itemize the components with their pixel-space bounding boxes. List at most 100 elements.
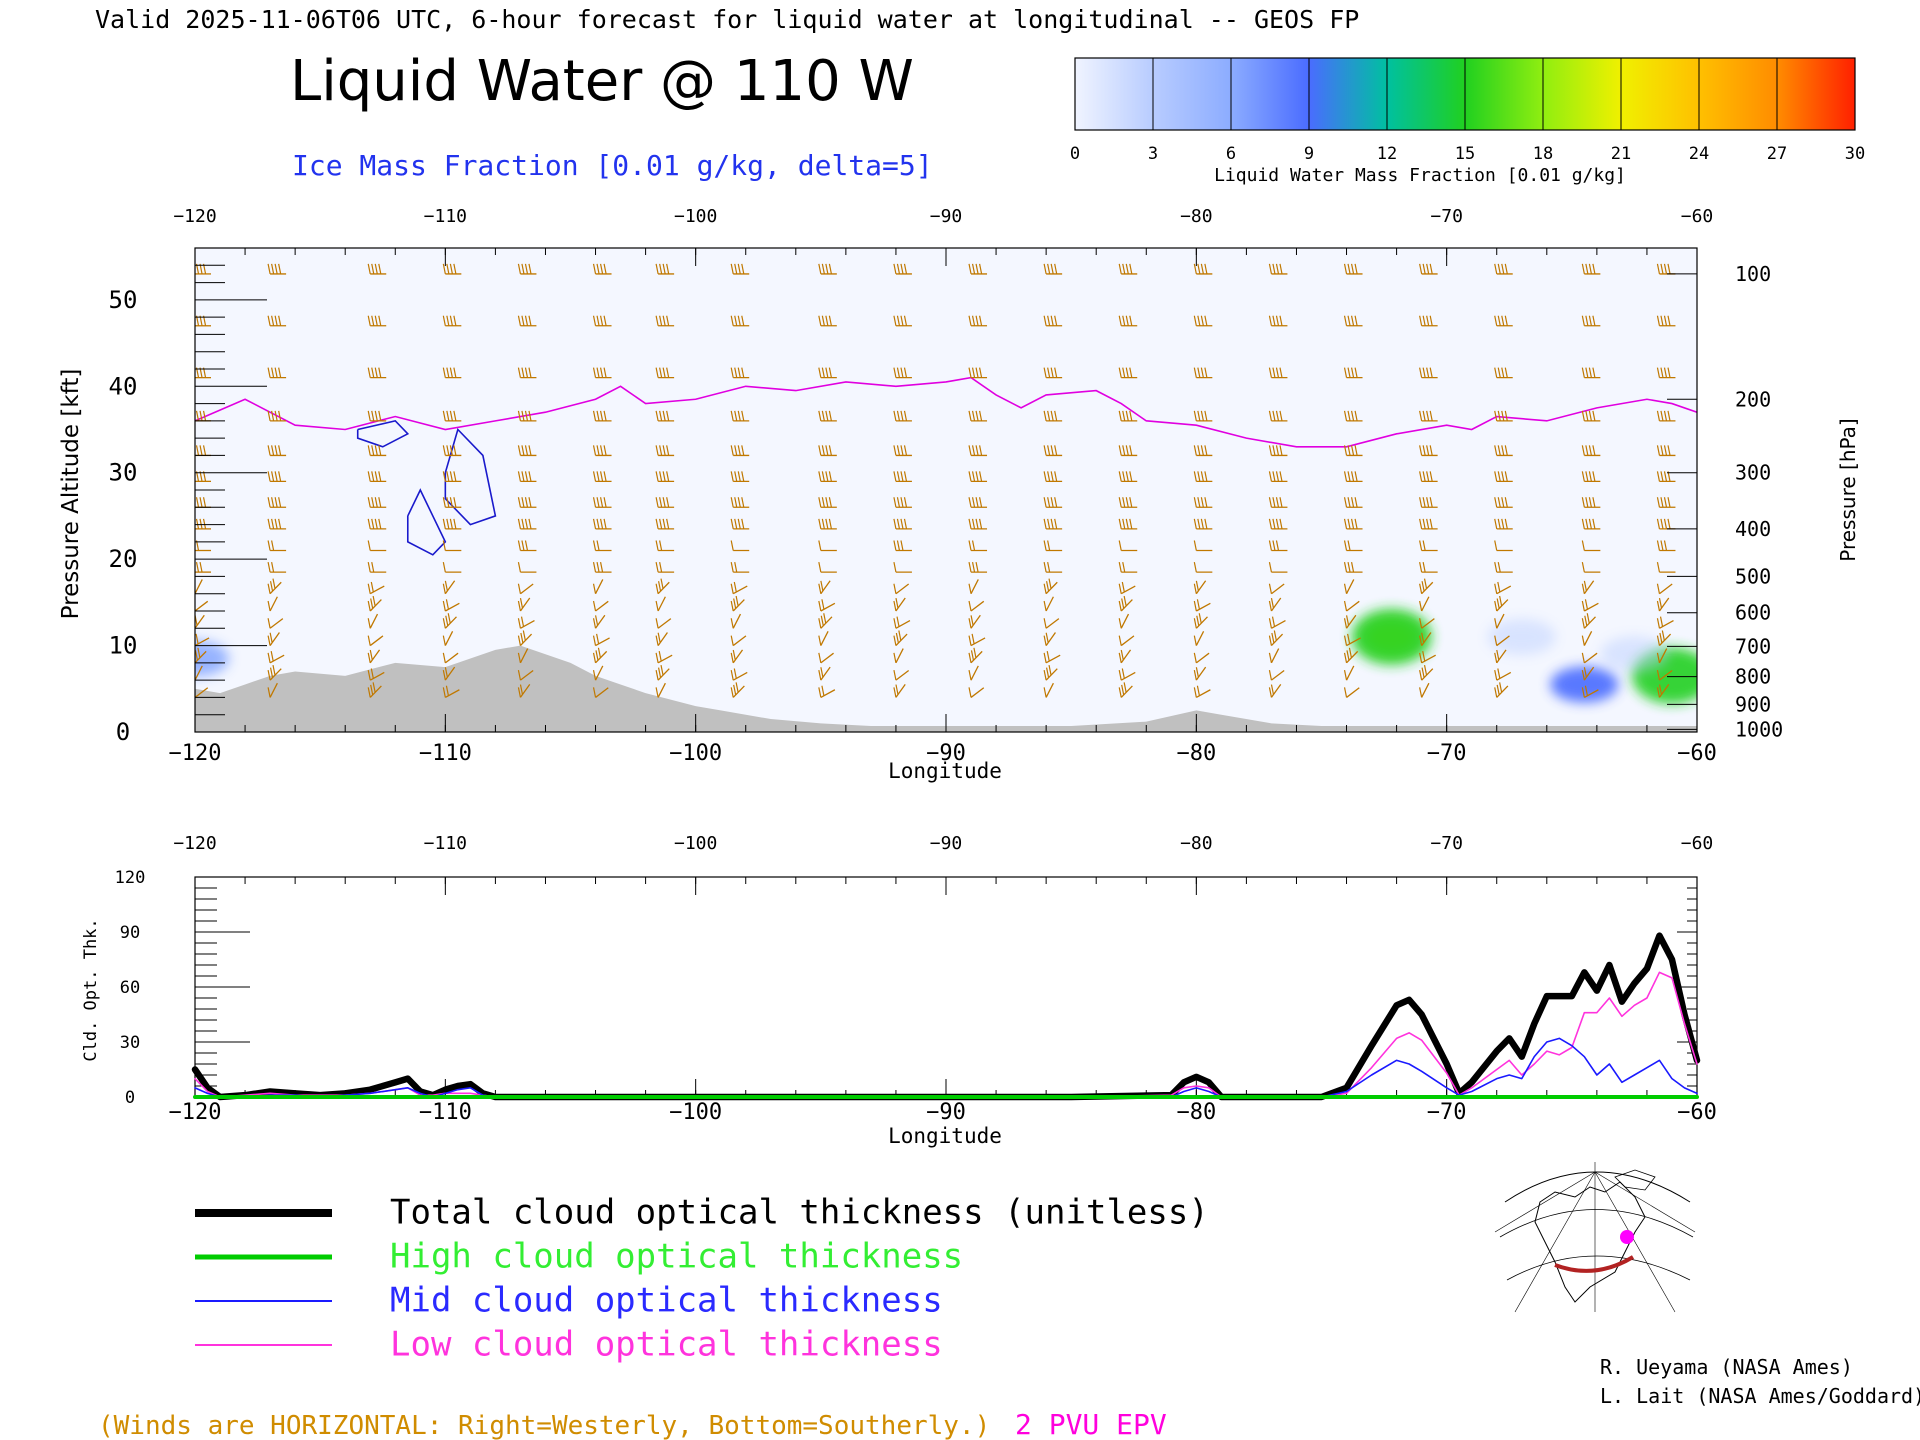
- ot-x-tick-label: −60: [1677, 1100, 1717, 1125]
- wind-barb-feather: [1347, 497, 1351, 508]
- wind-barb: [730, 263, 750, 275]
- wind-barb-feather: [979, 410, 983, 421]
- wind-barb: [367, 497, 387, 508]
- colorbar-tick-label: 18: [1533, 144, 1553, 164]
- wind-barb-feather: [1667, 367, 1671, 378]
- wind-barb-feather: [374, 518, 378, 530]
- main-title: Liquid Water @ 110 W: [290, 49, 914, 114]
- wind-barb-feather: [528, 445, 532, 456]
- wind-barb-feather: [1585, 471, 1589, 482]
- wind-barb-feather: [1054, 410, 1058, 421]
- wind-barb-shaft: [1496, 685, 1509, 698]
- wind-barb-feather: [1419, 583, 1423, 594]
- wind-barb-feather: [592, 670, 597, 681]
- wind-barb-feather: [1423, 664, 1428, 676]
- wind-barb-feather: [1270, 598, 1275, 609]
- wind-barb: [517, 684, 531, 698]
- wind-barb-feather: [1268, 410, 1273, 421]
- wind-barb-feather: [741, 263, 745, 275]
- wind-barb-shaft: [1658, 633, 1672, 647]
- wind-barb: [1118, 668, 1136, 681]
- wind-barb-feather: [1343, 618, 1348, 629]
- wind-barb-feather: [1592, 410, 1596, 421]
- wind-barb-feather: [1656, 687, 1661, 698]
- wind-barb-feather: [903, 445, 908, 456]
- wind-barb-feather: [1497, 410, 1501, 421]
- wind-barb-feather: [524, 471, 529, 482]
- colorbar-tick-label: 27: [1767, 144, 1787, 164]
- wind-barb-feather: [267, 561, 271, 573]
- wind-barb-feather: [1661, 630, 1665, 641]
- wind-barb: [517, 497, 537, 508]
- wind-barb-feather: [1193, 497, 1197, 508]
- wind-barb-feather: [666, 445, 670, 456]
- wind-barb-feather: [1048, 664, 1052, 676]
- wind-barb: [367, 561, 387, 573]
- wind-barb-feather: [1426, 471, 1430, 482]
- colorbar-tick-label: 15: [1455, 144, 1475, 164]
- wind-barb-feather: [968, 497, 972, 508]
- wind-barb-shaft: [820, 631, 829, 646]
- wind-barb: [367, 581, 385, 595]
- xs-x-tick-label-top: −90: [930, 206, 963, 227]
- wind-barb-feather: [271, 315, 275, 326]
- wind-barb-feather: [1501, 410, 1505, 421]
- wind-barb-feather: [195, 445, 200, 456]
- wind-barb-feather: [1118, 518, 1122, 530]
- wind-barb-shaft: [444, 652, 459, 664]
- wind-barb-feather: [662, 315, 666, 326]
- wind-barb-feather: [1054, 315, 1058, 326]
- wind-barb: [592, 540, 612, 552]
- wind-barb-feather: [1047, 471, 1051, 482]
- wind-barb-feather: [1494, 540, 1498, 551]
- wind-barb-feather: [1279, 410, 1283, 421]
- wind-barb-feather: [655, 497, 659, 508]
- wind-barb-feather: [1504, 518, 1508, 530]
- wind-barb-feather: [821, 497, 825, 508]
- wind-barb-shaft: [820, 580, 831, 595]
- wind-barb-feather: [1272, 263, 1276, 275]
- wind-barb-feather: [1426, 367, 1430, 378]
- xs-x-tick-label-top: −110: [424, 206, 467, 227]
- wind-barb-feather: [1497, 581, 1501, 593]
- wind-barb: [818, 666, 831, 681]
- wind-barb-feather: [893, 315, 897, 326]
- wind-barb-feather: [521, 518, 525, 530]
- wind-barb-feather: [1494, 618, 1498, 629]
- wind-barb-feather: [274, 518, 278, 530]
- wind-barb: [1268, 367, 1288, 379]
- wind-barb-feather: [818, 670, 822, 681]
- liquid-water-blob: [1351, 608, 1432, 665]
- wind-barb: [730, 668, 748, 681]
- wind-barb: [442, 518, 462, 530]
- wind-barb-feather: [896, 367, 901, 378]
- wind-barb-shaft: [519, 648, 529, 664]
- wind-barb-feather: [968, 367, 972, 378]
- wind-barb-feather: [1054, 263, 1058, 275]
- wind-barb-feather: [1656, 445, 1661, 456]
- wind-barb-feather: [1350, 445, 1355, 456]
- wind-barb-shaft: [657, 654, 673, 664]
- wind-barb-feather: [453, 518, 457, 530]
- wind-barb: [655, 497, 675, 508]
- wind-barb-feather: [1129, 518, 1133, 530]
- wind-barb: [1494, 581, 1512, 595]
- wind-barb-feather: [655, 410, 659, 421]
- wind-barb-feather: [1588, 367, 1592, 378]
- wind-barb-feather: [592, 497, 597, 508]
- wind-barb: [818, 263, 837, 275]
- wind-barb-feather: [599, 471, 604, 482]
- wind-barb-feather: [662, 471, 666, 482]
- wind-barb-feather: [371, 263, 375, 275]
- wind-barb-feather: [903, 367, 908, 378]
- wind-barb-feather: [1043, 687, 1047, 698]
- wind-barb-feather: [734, 561, 738, 573]
- wind-barb: [1494, 367, 1513, 379]
- wind-barb-feather: [442, 561, 446, 573]
- wind-barb: [655, 518, 675, 530]
- wind-barb-feather: [1204, 497, 1208, 508]
- wind-barb-feather: [449, 315, 453, 326]
- wind-barb-feather: [1118, 445, 1122, 456]
- wind-barb-feather: [821, 685, 825, 696]
- wind-barb: [1343, 367, 1363, 379]
